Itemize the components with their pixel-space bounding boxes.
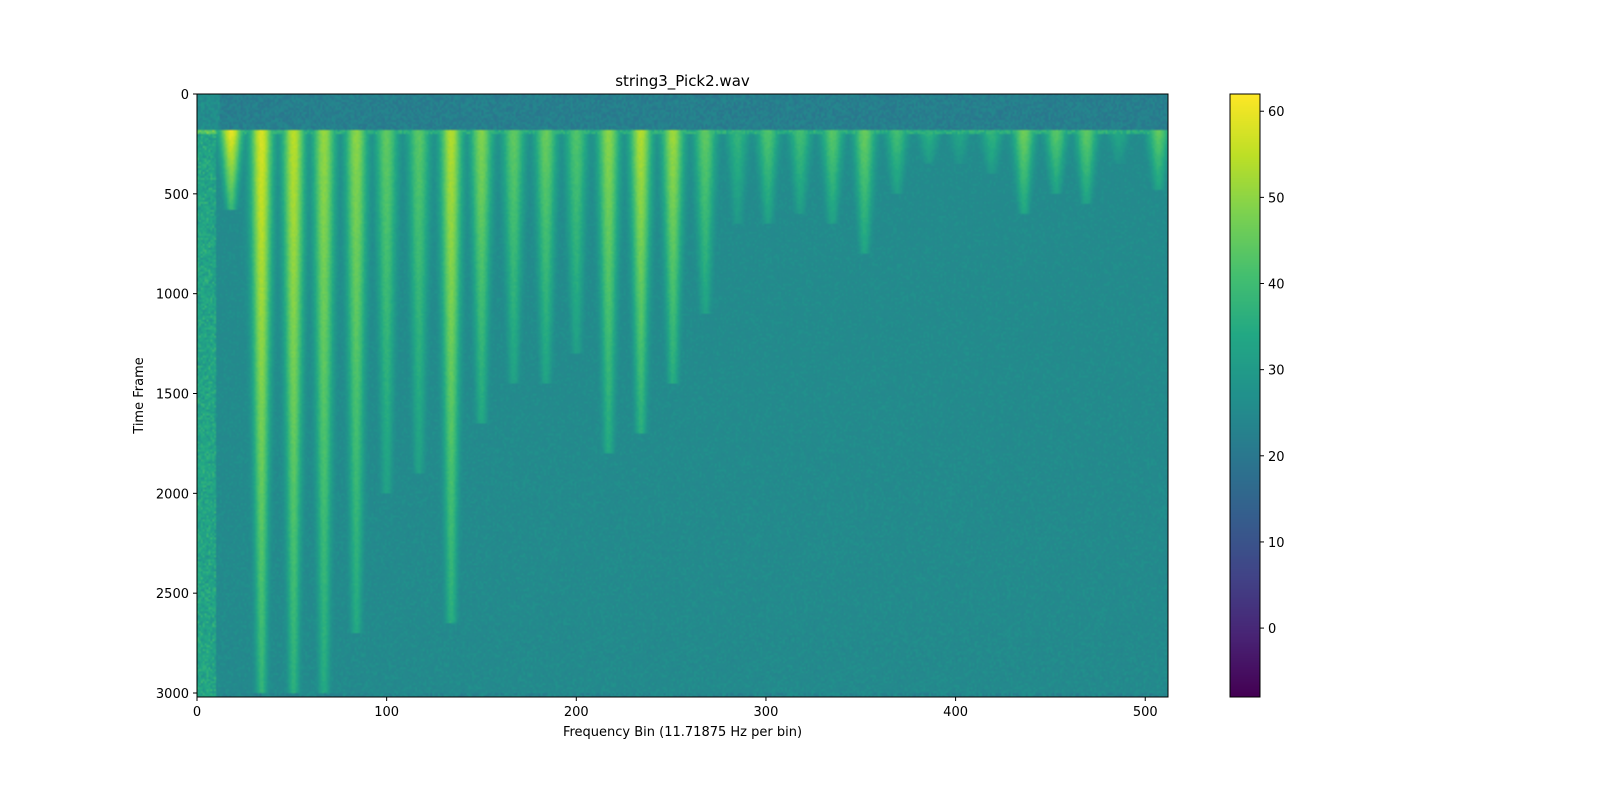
colorbar-gradient (1230, 94, 1260, 697)
y-tick-label: 3000 (156, 687, 189, 702)
chart-title: string3_Pick2.wav (615, 72, 750, 91)
colorbar-ticks: 0 10 20 30 40 50 60 (1260, 105, 1285, 637)
colorbar-tick-label: 30 (1268, 364, 1285, 379)
colorbar-frame (1229, 93, 1261, 698)
x-tick-label: 200 (564, 705, 589, 720)
x-axis-label: Frequency Bin (11.71875 Hz per bin) (563, 725, 802, 740)
colorbar-tick-label: 40 (1268, 278, 1285, 293)
x-axis-ticks: 0 100 200 300 400 500 (193, 697, 1158, 720)
x-tick-label: 400 (943, 705, 968, 720)
x-tick-label: 100 (374, 705, 399, 720)
y-tick-label: 1500 (156, 388, 189, 403)
y-axis-ticks: 0 500 1000 1500 2000 2500 3000 (156, 88, 197, 702)
colorbar-tick-label: 60 (1268, 105, 1285, 120)
y-tick-label: 2000 (156, 487, 189, 502)
x-tick-label: 0 (193, 705, 201, 720)
y-tick-label: 500 (164, 188, 189, 203)
plot-frame (196, 93, 1169, 698)
colorbar-tick-label: 10 (1268, 536, 1285, 551)
colorbar-tick-label: 0 (1268, 622, 1276, 637)
spectrogram-heatmap (197, 94, 1168, 697)
x-tick-label: 300 (754, 705, 779, 720)
colorbar-tick-label: 20 (1268, 450, 1285, 465)
y-axis-label: Time Frame (132, 357, 147, 434)
spectrogram-image (197, 94, 1168, 697)
y-tick-label: 1000 (156, 288, 189, 303)
y-tick-label: 0 (181, 88, 189, 103)
colorbar: 0 10 20 30 40 50 60 (1229, 93, 1285, 698)
y-tick-label: 2500 (156, 587, 189, 602)
x-tick-label: 500 (1133, 705, 1158, 720)
colorbar-tick-label: 50 (1268, 191, 1285, 206)
